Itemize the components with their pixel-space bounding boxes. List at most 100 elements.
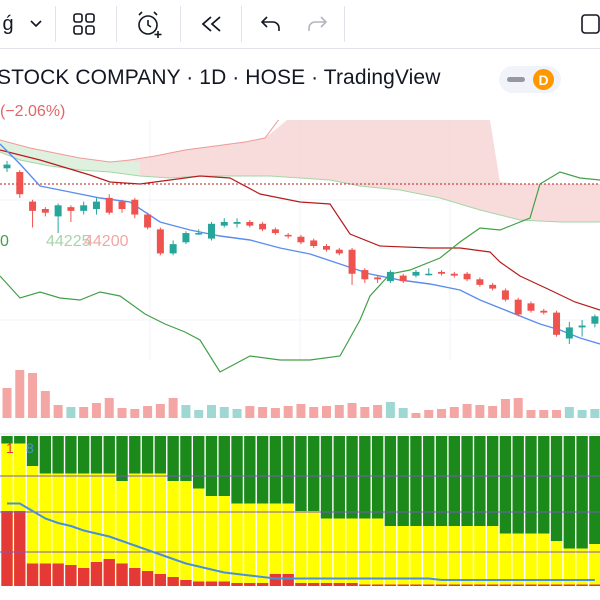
osc-yellow-bar bbox=[499, 533, 512, 586]
candle-body bbox=[156, 229, 164, 254]
volume-bar bbox=[270, 408, 280, 418]
osc-red-bar bbox=[244, 583, 256, 586]
osc-red-bar bbox=[423, 584, 435, 586]
osc-green-bar bbox=[282, 436, 294, 504]
volume-bar bbox=[526, 410, 536, 418]
osc-green-bar bbox=[256, 436, 269, 504]
top-toolbar: ǵ bbox=[0, 0, 600, 49]
osc-red-bar bbox=[52, 563, 64, 586]
osc-red-bar bbox=[26, 563, 39, 586]
osc-green-bar bbox=[333, 436, 345, 519]
candle-body bbox=[425, 273, 433, 276]
osc-green-bar bbox=[65, 436, 77, 474]
osc-green-bar bbox=[218, 436, 230, 496]
candle-body bbox=[54, 205, 62, 217]
osc-red-bar bbox=[550, 584, 563, 586]
toolbar-divider bbox=[55, 6, 56, 42]
chevron-down-icon[interactable] bbox=[26, 0, 46, 48]
volume-bar bbox=[155, 404, 165, 418]
candle-body bbox=[220, 221, 228, 226]
osc-red-bar bbox=[141, 571, 154, 586]
candle-body bbox=[476, 279, 484, 285]
volume-bar bbox=[258, 407, 268, 418]
osc-red-bar bbox=[371, 584, 384, 586]
osc-red-bar bbox=[474, 584, 486, 586]
osc-green-bar bbox=[90, 436, 103, 474]
osc-red-bar bbox=[218, 581, 230, 586]
osc-red-bar bbox=[333, 583, 345, 586]
osc-yellow-bar bbox=[26, 466, 39, 586]
osc-red-bar bbox=[320, 583, 333, 586]
undo-icon[interactable] bbox=[255, 0, 287, 48]
volume-bar bbox=[360, 407, 370, 418]
candle-body bbox=[335, 249, 343, 254]
ichimoku-label-3: 44200 bbox=[84, 233, 129, 250]
data-source-toggle[interactable]: D bbox=[499, 66, 561, 93]
osc-yellow-bar bbox=[141, 473, 154, 586]
osc-green-bar bbox=[576, 436, 588, 549]
volume-bar bbox=[143, 406, 153, 418]
volume-bar bbox=[40, 391, 50, 418]
osc-green-bar bbox=[384, 436, 397, 526]
sma-line bbox=[0, 143, 600, 345]
candle-body bbox=[450, 273, 458, 276]
candle-body bbox=[514, 299, 522, 315]
macd-label-1: 1 bbox=[6, 440, 14, 456]
volume-bar bbox=[322, 406, 332, 418]
osc-red-bar bbox=[384, 584, 397, 586]
volume-bar bbox=[283, 406, 293, 418]
candle-body bbox=[105, 197, 113, 213]
volume-bar bbox=[500, 399, 510, 418]
volume-bar bbox=[66, 407, 76, 418]
toolbar-divider bbox=[241, 6, 242, 42]
layout-square-icon[interactable] bbox=[575, 0, 600, 48]
osc-red-bar bbox=[499, 584, 512, 586]
symbol-legend-title[interactable]: STOCK COMPANY · 1D · HOSE · TradingView bbox=[0, 66, 441, 89]
replay-icon[interactable] bbox=[196, 0, 228, 48]
osc-green-bar bbox=[525, 436, 537, 534]
candles bbox=[3, 160, 599, 345]
candle-body bbox=[118, 201, 126, 209]
candle-body bbox=[246, 221, 254, 226]
osc-red-bar bbox=[90, 562, 103, 586]
osc-red-bar bbox=[256, 583, 269, 586]
osc-green-bar bbox=[77, 436, 90, 474]
osc-green-bar bbox=[397, 436, 409, 526]
osc-red-bar bbox=[282, 574, 294, 586]
chart-type-icon[interactable]: ǵ bbox=[0, 0, 16, 48]
candle-body bbox=[41, 209, 49, 213]
redo-icon[interactable] bbox=[301, 0, 333, 48]
alert-clock-icon[interactable] bbox=[131, 0, 167, 48]
osc-red-bar bbox=[359, 584, 371, 586]
osc-red-bar bbox=[410, 584, 422, 586]
osc-red-bar bbox=[538, 584, 550, 586]
osc-green-bar bbox=[499, 436, 512, 534]
osc-green-bar bbox=[423, 436, 435, 526]
candle-body bbox=[80, 205, 88, 211]
ichimoku-label-1: 0 bbox=[0, 233, 9, 250]
lagging-span bbox=[0, 171, 600, 373]
indicators-grid-icon[interactable] bbox=[68, 0, 100, 48]
osc-red-bar bbox=[589, 584, 600, 586]
osc-red-bar bbox=[167, 577, 179, 586]
osc-green-bar bbox=[205, 436, 218, 496]
toggle-pill-icon bbox=[507, 77, 525, 82]
volume-bar bbox=[462, 404, 472, 418]
osc-green-bar bbox=[180, 436, 192, 481]
candle-body bbox=[501, 290, 509, 300]
volume-bar bbox=[373, 405, 383, 418]
macd-label-2: 8 bbox=[26, 440, 34, 456]
candle-body bbox=[374, 277, 382, 280]
osc-yellow-bar bbox=[550, 541, 563, 586]
price-chart[interactable]: 0 44225 44200 1 8 bbox=[0, 120, 600, 600]
volume-bar bbox=[79, 407, 89, 418]
osc-red-bar bbox=[103, 559, 115, 586]
ichimoku-cloud bbox=[0, 120, 600, 223]
candle-body bbox=[29, 201, 37, 211]
osc-yellow-bar bbox=[193, 488, 205, 586]
osc-yellow-bar bbox=[486, 526, 499, 586]
candle-body bbox=[565, 327, 573, 339]
osc-green-bar bbox=[14, 436, 26, 444]
osc-green-bar bbox=[167, 436, 179, 481]
osc-yellow-bar bbox=[103, 473, 115, 586]
